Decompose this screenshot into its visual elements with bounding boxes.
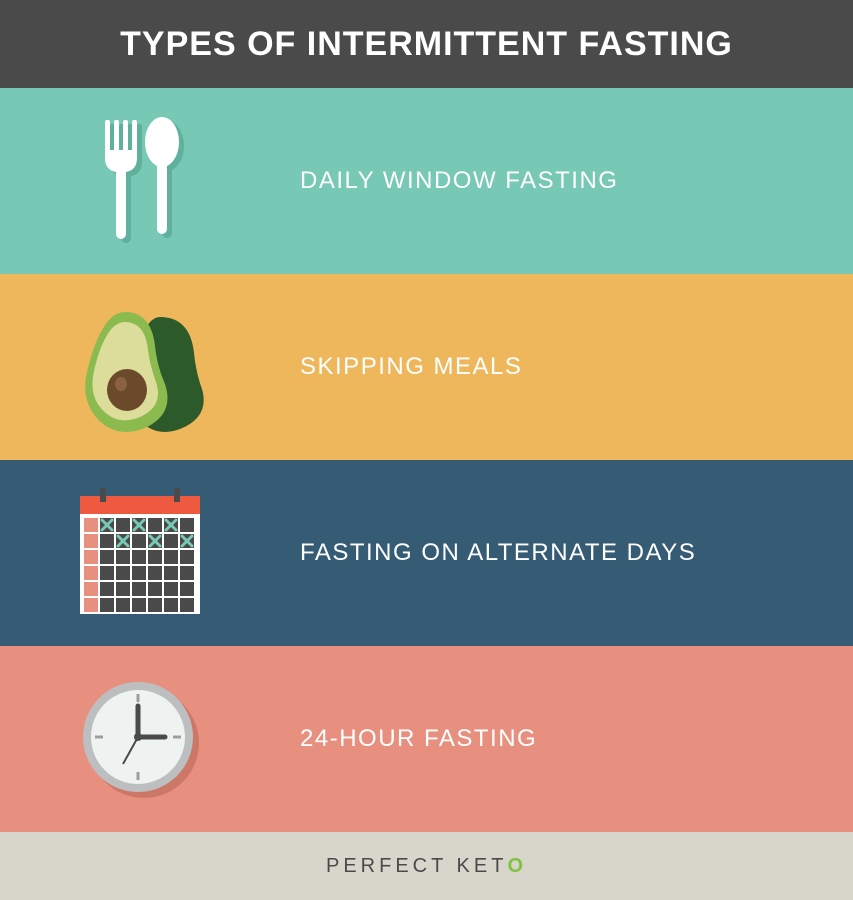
calendar-icon <box>0 478 280 628</box>
header-title: TYPES OF INTERMITTENT FASTING <box>120 25 733 64</box>
brand-text: PERFECT KETO <box>326 855 527 878</box>
row-label: DAILY WINDOW FASTING <box>280 167 853 195</box>
fork-spoon-icon <box>0 106 280 256</box>
row-label: 24-HOUR FASTING <box>280 725 853 753</box>
brand-prefix: PERFECT KET <box>326 855 507 877</box>
avocado-icon <box>0 292 280 442</box>
footer-bar: PERFECT KETO <box>0 832 853 900</box>
header-bar: TYPES OF INTERMITTENT FASTING <box>0 0 853 88</box>
row-skipping-meals: SKIPPING MEALS <box>0 274 853 460</box>
row-24-hour: 24-HOUR FASTING <box>0 646 853 832</box>
brand-accent: O <box>507 855 527 877</box>
row-label: SKIPPING MEALS <box>280 353 853 381</box>
row-daily-window: DAILY WINDOW FASTING <box>0 88 853 274</box>
clock-icon <box>0 664 280 814</box>
row-label: FASTING ON ALTERNATE DAYS <box>280 539 853 567</box>
row-alternate-days: FASTING ON ALTERNATE DAYS <box>0 460 853 646</box>
